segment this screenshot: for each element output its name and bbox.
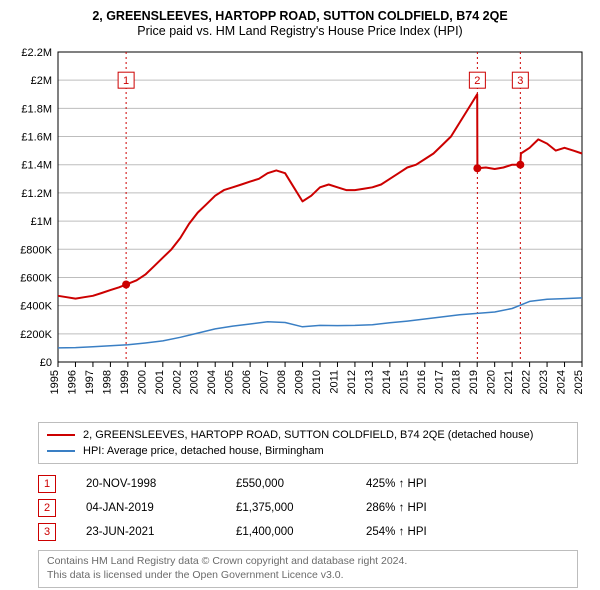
legend-swatch [47,450,75,452]
annotation-price: £550,000 [236,478,336,490]
page: 2, GREENSLEEVES, HARTOPP ROAD, SUTTON CO… [0,0,600,590]
annotation-date: 20-NOV-1998 [86,478,206,490]
svg-text:1996: 1996 [66,370,78,394]
annotation-row: 3 23-JUN-2021 £1,400,000 254% ↑ HPI [38,520,578,544]
svg-text:1: 1 [123,75,129,87]
svg-text:2021: 2021 [503,370,515,394]
svg-text:2015: 2015 [398,370,410,394]
svg-text:£2M: £2M [31,75,52,87]
svg-text:1997: 1997 [84,370,96,394]
svg-text:2016: 2016 [416,370,428,394]
svg-text:£1.8M: £1.8M [21,104,52,116]
svg-text:1998: 1998 [101,370,113,394]
svg-text:2001: 2001 [154,370,166,394]
svg-text:£2.2M: £2.2M [21,47,52,59]
annotation-diff: 286% ↑ HPI [366,502,486,514]
annotation-date: 04-JAN-2019 [86,502,206,514]
annotation-diff: 254% ↑ HPI [366,526,486,538]
legend-label: 2, GREENSLEEVES, HARTOPP ROAD, SUTTON CO… [83,429,533,441]
svg-text:£0: £0 [40,357,52,369]
svg-text:2022: 2022 [521,370,533,394]
svg-text:£1M: £1M [31,216,52,228]
svg-text:2013: 2013 [363,370,375,394]
svg-text:2019: 2019 [468,370,480,394]
svg-text:2: 2 [474,75,480,87]
legend-label: HPI: Average price, detached house, Birm… [83,445,324,457]
annotation-marker: 1 [38,475,56,493]
annotation-diff: 425% ↑ HPI [366,478,486,490]
svg-text:1995: 1995 [49,370,61,394]
annotation-row: 2 04-JAN-2019 £1,375,000 286% ↑ HPI [38,496,578,520]
annotation-price: £1,400,000 [236,526,336,538]
footnote-line: This data is licensed under the Open Gov… [47,569,569,583]
svg-text:£800K: £800K [20,245,52,257]
svg-text:2025: 2025 [573,370,585,394]
svg-text:2009: 2009 [294,370,306,394]
annotation-date: 23-JUN-2021 [86,526,206,538]
footnote: Contains HM Land Registry data © Crown c… [38,550,578,587]
svg-text:2018: 2018 [451,370,463,394]
legend-row: HPI: Average price, detached house, Birm… [47,443,569,459]
svg-text:2012: 2012 [346,370,358,394]
svg-text:2003: 2003 [189,370,201,394]
annotation-row: 1 20-NOV-1998 £550,000 425% ↑ HPI [38,472,578,496]
svg-text:£1.4M: £1.4M [21,160,52,172]
svg-text:3: 3 [517,75,523,87]
legend: 2, GREENSLEEVES, HARTOPP ROAD, SUTTON CO… [38,422,578,464]
svg-text:£400K: £400K [20,301,52,313]
svg-text:£600K: £600K [20,273,52,285]
line-chart: £0 £200K £400K £600K £800K £1M £1.2M £1.4M £1.6M… [10,44,590,414]
legend-swatch [47,434,75,436]
svg-text:£1.2M: £1.2M [21,188,52,200]
svg-text:2024: 2024 [556,370,568,394]
chart-subtitle: Price paid vs. HM Land Registry's House … [10,24,590,38]
svg-text:2007: 2007 [259,370,271,394]
legend-row: 2, GREENSLEEVES, HARTOPP ROAD, SUTTON CO… [47,427,569,443]
chart-area: £0 £200K £400K £600K £800K £1M £1.2M £1.4M £1.6M… [10,44,590,414]
svg-text:2004: 2004 [206,370,218,394]
svg-text:2005: 2005 [224,370,236,394]
annotation-marker: 2 [38,499,56,517]
svg-text:2023: 2023 [538,370,550,394]
svg-text:£200K: £200K [20,329,52,341]
svg-text:2000: 2000 [136,370,148,394]
svg-text:2017: 2017 [433,370,445,394]
svg-text:1999: 1999 [119,370,131,394]
svg-text:2011: 2011 [328,370,340,394]
svg-text:2010: 2010 [311,370,323,394]
footnote-line: Contains HM Land Registry data © Crown c… [47,555,569,569]
annotation-marker: 3 [38,523,56,541]
svg-text:2002: 2002 [171,370,183,394]
svg-text:2006: 2006 [241,370,253,394]
svg-text:£1.6M: £1.6M [21,132,52,144]
svg-text:2008: 2008 [276,370,288,394]
svg-text:2014: 2014 [381,370,393,394]
chart-title: 2, GREENSLEEVES, HARTOPP ROAD, SUTTON CO… [10,8,590,24]
svg-text:2020: 2020 [486,370,498,394]
annotation-price: £1,375,000 [236,502,336,514]
annotation-table: 1 20-NOV-1998 £550,000 425% ↑ HPI 2 04-J… [38,472,578,544]
